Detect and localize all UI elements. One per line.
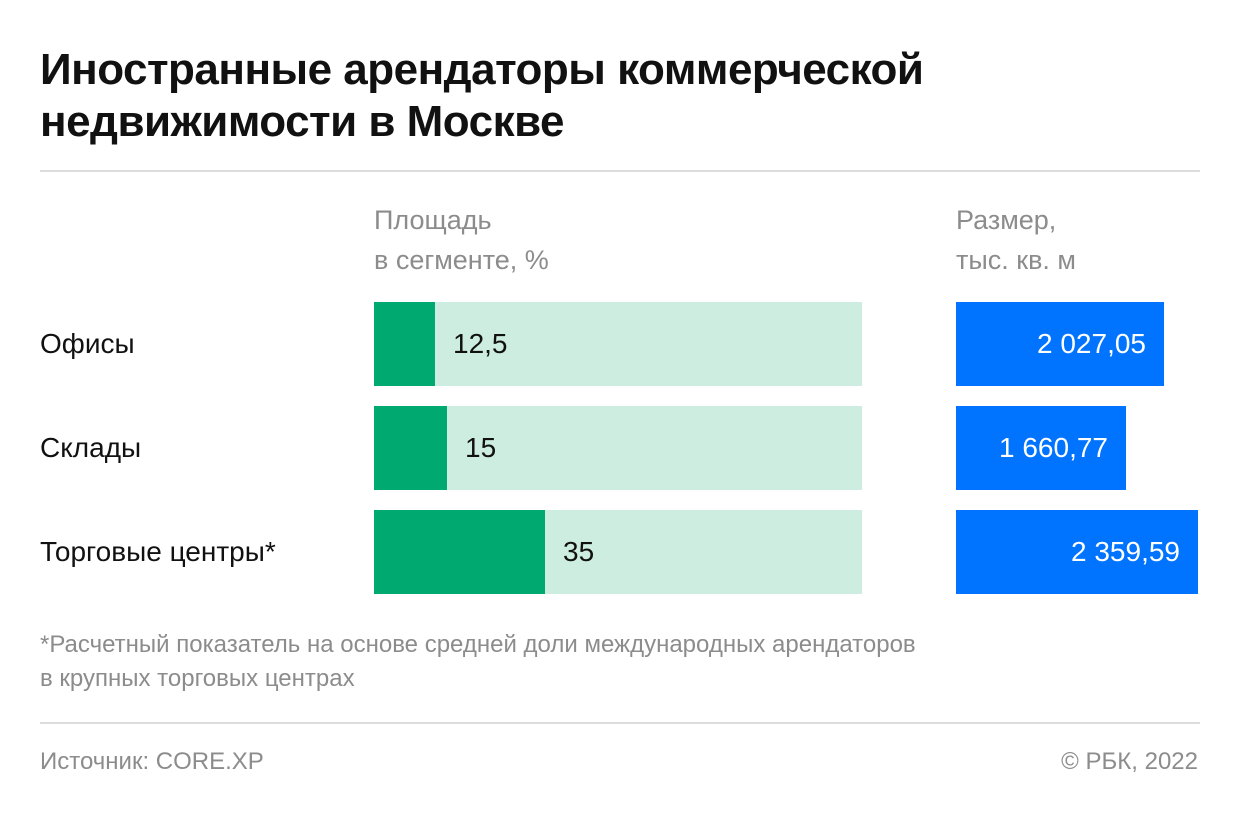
share-bar-track: 35: [374, 510, 862, 594]
share-bar: [374, 406, 447, 490]
share-bar: [374, 510, 545, 594]
share-value-label: 15: [465, 432, 497, 463]
size-bar: 2 027,05: [956, 302, 1164, 386]
size-column-header-line-2: тыс. кв. м: [956, 245, 1076, 275]
share-bar: [374, 302, 435, 386]
share-value-label: 35: [563, 536, 595, 567]
category-label: Офисы: [40, 328, 135, 359]
chart-title: Иностранные арендаторы коммерческой недв…: [40, 44, 1200, 148]
footnote: *Расчетный показатель на основе средней …: [40, 628, 916, 696]
share-value-label: 12,5: [453, 328, 508, 359]
share-column-header-line-2: в сегменте, %: [374, 245, 549, 275]
category-label: Склады: [40, 432, 142, 463]
size-bar: 2 359,59: [956, 510, 1198, 594]
share-column-header: Площадь в сегменте, %: [374, 200, 549, 280]
share-bar-track: 12,5: [374, 302, 862, 386]
chart-title-line-2: недвижимости в Москве: [40, 97, 565, 146]
category-label: Торговые центры*: [40, 536, 276, 567]
footnote-line-2: в крупных торговых центрах: [40, 665, 355, 692]
top-divider: [40, 170, 1200, 172]
share-bar-track: 15: [374, 406, 862, 490]
footnote-line-1: *Расчетный показатель на основе средней …: [40, 631, 916, 658]
size-value-label: 1 660,77: [999, 432, 1108, 463]
size-value-label: 2 359,59: [1071, 536, 1180, 567]
bottom-divider: [40, 722, 1200, 724]
chart-title-line-1: Иностранные арендаторы коммерческой: [40, 45, 924, 94]
share-column-header-line-1: Площадь: [374, 205, 492, 235]
source-credit: Источник: CORE.XP: [40, 748, 264, 775]
size-column-header-line-1: Размер,: [956, 205, 1057, 235]
size-value-label: 2 027,05: [1037, 328, 1146, 359]
copyright: © РБК, 2022: [1061, 748, 1198, 775]
size-column-header: Размер, тыс. кв. м: [956, 200, 1076, 280]
size-bar: 1 660,77: [956, 406, 1126, 490]
